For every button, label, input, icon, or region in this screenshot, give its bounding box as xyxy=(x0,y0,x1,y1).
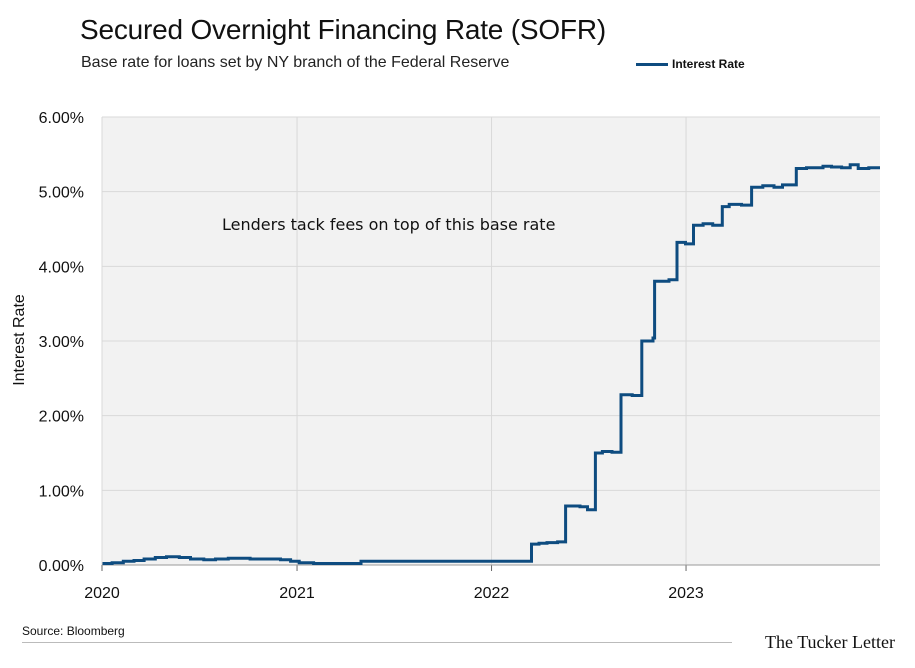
x-tick-label: 2021 xyxy=(279,585,315,602)
y-tick-label: 4.00% xyxy=(39,259,84,276)
y-tick-label: 2.00% xyxy=(39,409,84,426)
y-tick-label: 0.00% xyxy=(39,558,84,575)
x-tick-label: 2020 xyxy=(84,585,120,602)
legend-label: Interest Rate xyxy=(672,57,745,71)
y-axis-ticks: 0.00% 1.00% 2.00% 3.00% 4.00% 5.00% 6.00% xyxy=(39,110,84,575)
y-axis-label: Interest Rate xyxy=(11,294,28,386)
y-tick-label: 6.00% xyxy=(39,110,84,127)
x-tick-label: 2022 xyxy=(474,585,510,602)
chart-title: Secured Overnight Financing Rate (SOFR) xyxy=(80,14,606,45)
x-axis-ticks: 2020 2021 2022 2023 xyxy=(84,564,880,602)
brand-name: The Tucker Letter xyxy=(765,632,895,652)
y-tick-label: 5.00% xyxy=(39,185,84,202)
source-note: Source: Bloomberg xyxy=(22,624,125,638)
series-layer xyxy=(102,163,880,565)
legend: Interest Rate xyxy=(636,57,745,71)
series-line-interest-rate xyxy=(102,163,880,565)
chart-subtitle: Base rate for loans set by NY branch of … xyxy=(81,54,510,71)
footer-divider xyxy=(22,642,732,643)
y-tick-label: 3.00% xyxy=(39,334,84,351)
legend-swatch xyxy=(636,62,668,66)
chart-annotation: Lenders tack fees on top of this base ra… xyxy=(222,215,555,234)
y-tick-label: 1.00% xyxy=(39,483,84,500)
x-tick-label: 2023 xyxy=(668,585,704,602)
